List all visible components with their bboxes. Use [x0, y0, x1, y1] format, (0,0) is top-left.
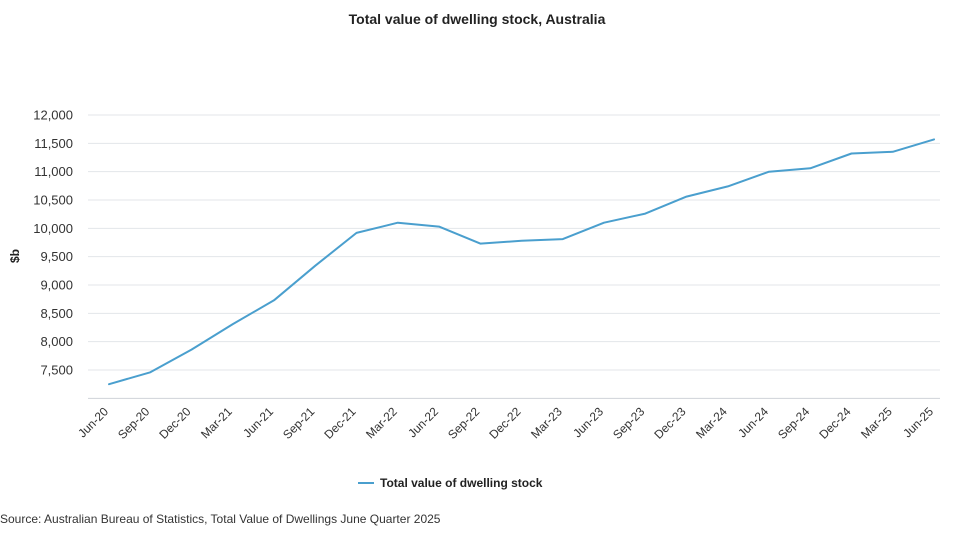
x-tick-label: Mar-22 — [363, 404, 400, 441]
y-tick-label: 9,500 — [40, 249, 73, 264]
x-tick-label: Jun-24 — [735, 404, 771, 440]
x-tick-label: Dec-23 — [651, 404, 688, 441]
x-tick-label: Sep-22 — [445, 404, 482, 441]
x-tick-label: Mar-24 — [693, 404, 730, 441]
legend[interactable]: Total value of dwelling stock — [358, 476, 543, 490]
y-tick-label: 7,500 — [40, 363, 73, 378]
y-tick-label: 8,500 — [40, 306, 73, 321]
x-tick-label: Mar-23 — [528, 404, 565, 441]
chart-title: Total value of dwelling stock, Australia — [349, 11, 606, 27]
x-tick-label: Sep-24 — [775, 404, 812, 441]
y-tick-label: 10,000 — [33, 221, 73, 236]
x-tick-label: Dec-24 — [816, 404, 853, 441]
x-tick-label: Jun-21 — [240, 404, 276, 440]
x-tick-label: Jun-25 — [900, 404, 936, 440]
x-tick-label: Dec-20 — [156, 404, 193, 441]
x-tick-label: Jun-23 — [570, 404, 606, 440]
x-tick-label: Sep-23 — [610, 404, 647, 441]
grid-lines — [88, 114, 940, 371]
y-tick-label: 10,500 — [33, 193, 73, 208]
series-line — [108, 138, 935, 386]
x-tick-label: Jun-20 — [75, 404, 111, 440]
x-tick-label: Sep-21 — [280, 404, 317, 441]
x-tick-label: Sep-20 — [115, 404, 152, 441]
y-tick-label: 8,000 — [40, 334, 73, 349]
x-tick-label: Jun-22 — [405, 404, 441, 440]
y-axis-label: $b — [8, 249, 22, 263]
x-tick-label: Mar-21 — [198, 404, 235, 441]
x-tick-label: Mar-25 — [858, 404, 895, 441]
y-tick-label: 12,000 — [33, 108, 73, 123]
y-tick-label: 11,500 — [34, 136, 73, 151]
x-tick-label: Dec-21 — [321, 404, 358, 441]
x-tick-label: Dec-22 — [486, 404, 523, 441]
source-note: Source: Australian Bureau of Statistics,… — [0, 512, 441, 526]
y-axis-ticks: 7,500 8,000 8,500 9,000 9,500 10,000 10,500 11,… — [33, 108, 73, 378]
y-tick-label: 9,000 — [40, 278, 73, 293]
series-layer — [108, 138, 935, 386]
legend-label: Total value of dwelling stock — [380, 476, 543, 490]
x-axis-ticks: Jun-20 Sep-20 Dec-20 Mar-21 Jun-21 Sep-21 Dec-… — [75, 404, 936, 441]
y-tick-label: 11,000 — [34, 164, 73, 179]
